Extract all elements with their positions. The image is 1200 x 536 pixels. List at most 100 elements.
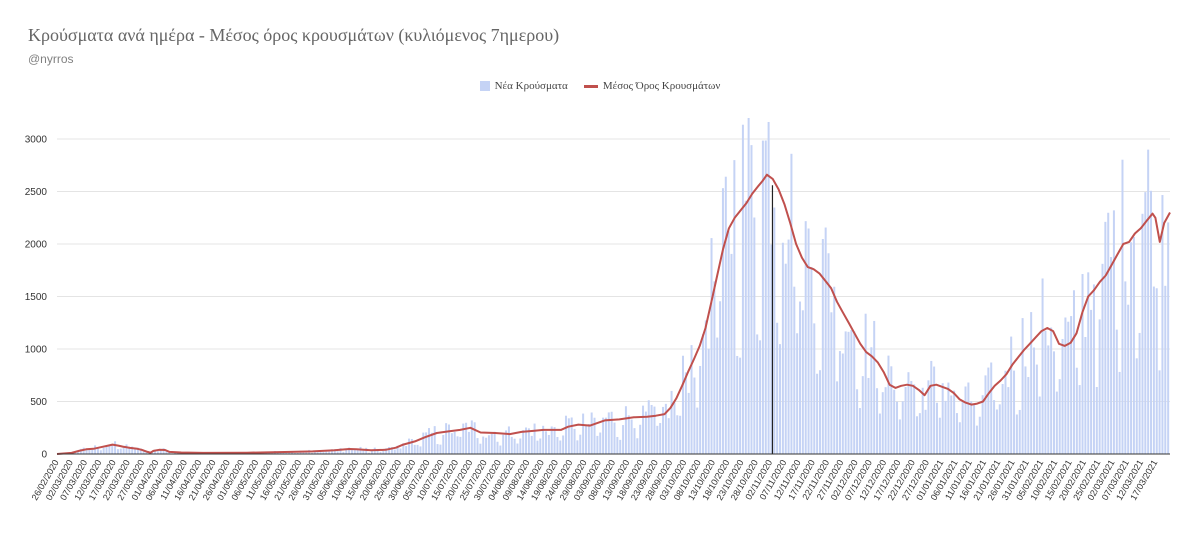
daily-cases-bar: [870, 347, 873, 454]
daily-cases-bar: [1124, 281, 1127, 454]
y-tick-label: 1000: [25, 345, 48, 356]
daily-cases-bar: [721, 188, 724, 454]
daily-cases-bar: [296, 452, 299, 454]
daily-cases-bar: [984, 375, 987, 454]
daily-cases-bar: [379, 451, 382, 454]
daily-cases-bar: [810, 266, 813, 454]
legend-label-new-cases: Νέα Κρούσματα: [494, 80, 568, 92]
daily-cases-bar: [1075, 367, 1078, 454]
daily-cases-bar: [94, 445, 97, 454]
daily-cases-bar: [921, 387, 924, 454]
daily-cases-bar: [419, 446, 422, 454]
legend-item-new-cases: Νέα Κρούσματα: [479, 80, 568, 92]
daily-cases-bars: [57, 118, 1170, 455]
daily-cases-bar: [935, 402, 938, 454]
daily-cases-bar: [313, 451, 316, 454]
daily-cases-bar: [510, 436, 513, 454]
daily-cases-bar: [430, 432, 433, 454]
daily-cases-bar: [1152, 286, 1155, 454]
daily-cases-bar: [901, 401, 904, 454]
y-axis-ticks: 0 500 1000 1500 2000 2500 3000: [25, 135, 48, 461]
daily-cases-bar: [413, 444, 416, 454]
daily-cases-bar: [362, 449, 365, 454]
daily-cases-bar: [696, 407, 699, 454]
daily-cases-bar: [927, 380, 930, 454]
daily-cases-bar: [1090, 309, 1093, 454]
daily-cases-bar: [345, 449, 348, 454]
daily-cases-bar: [759, 340, 762, 454]
daily-cases-bar: [673, 402, 676, 454]
daily-cases-bar: [513, 438, 516, 454]
daily-cases-bar: [396, 445, 399, 454]
daily-cases-bar: [973, 404, 976, 454]
daily-cases-bar: [821, 239, 824, 454]
daily-cases-bar: [1110, 257, 1113, 454]
daily-cases-bar: [867, 377, 870, 454]
daily-cases-bar: [88, 449, 91, 454]
daily-cases-bar: [479, 443, 482, 454]
daily-cases-bar: [1058, 379, 1061, 454]
daily-cases-bar: [1167, 222, 1170, 454]
daily-cases-bar: [1035, 364, 1038, 454]
daily-cases-bar: [545, 431, 548, 454]
daily-cases-bar: [1092, 284, 1095, 454]
daily-cases-bar: [916, 416, 919, 454]
daily-cases-bar: [841, 353, 844, 454]
daily-cases-bar: [741, 124, 744, 454]
daily-cases-bar: [1061, 338, 1064, 454]
daily-cases-bar: [473, 422, 476, 454]
daily-cases-bar: [884, 387, 887, 454]
daily-cases-bar: [896, 401, 899, 454]
daily-cases-bar: [336, 451, 339, 454]
daily-cases-bar: [462, 423, 465, 454]
daily-cases-bar: [941, 383, 944, 454]
daily-cases-bar: [1138, 332, 1141, 454]
daily-cases-bar: [904, 387, 907, 454]
daily-cases-bar: [833, 286, 836, 454]
daily-cases-bar: [105, 446, 108, 454]
daily-cases-bar: [1098, 319, 1101, 454]
daily-cases-bar: [1004, 370, 1007, 454]
daily-cases-bar: [408, 438, 411, 454]
daily-cases-bar: [662, 406, 665, 454]
daily-cases-bar: [282, 452, 285, 454]
daily-cases-bar: [1038, 396, 1041, 454]
daily-cases-bar: [459, 436, 462, 454]
daily-cases-bar: [542, 425, 545, 454]
daily-cases-bar: [784, 263, 787, 454]
daily-cases-bar: [262, 452, 265, 454]
daily-cases-bar: [961, 401, 964, 454]
daily-cases-bar: [316, 452, 319, 454]
daily-cases-bar: [159, 450, 162, 454]
daily-cases-bar: [838, 351, 841, 454]
daily-cases-bar: [527, 428, 530, 454]
daily-cases-bar: [858, 408, 861, 454]
daily-cases-bar: [930, 360, 933, 454]
daily-cases-bar: [659, 423, 662, 454]
daily-cases-bar: [550, 426, 553, 454]
daily-cases-bar: [824, 227, 827, 454]
daily-cases-bar: [310, 452, 313, 454]
daily-cases-bar: [630, 419, 633, 454]
daily-cases-bar: [847, 331, 850, 454]
daily-cases-bar: [1078, 385, 1081, 454]
daily-cases-bar: [613, 422, 616, 454]
daily-cases-bar: [402, 443, 405, 454]
daily-cases-bar: [1121, 159, 1124, 454]
daily-cases-bar: [305, 452, 308, 454]
average-cases-line: [56, 173, 1171, 455]
daily-cases-bar: [428, 428, 430, 454]
daily-cases-bar: [562, 435, 565, 454]
daily-cases-bar: [876, 388, 879, 454]
daily-cases-bar: [739, 357, 742, 454]
daily-cases-bar: [793, 286, 796, 454]
y-tick-label: 500: [30, 397, 47, 408]
daily-cases-bar: [1033, 347, 1036, 454]
daily-cases-bar: [499, 445, 502, 454]
daily-cases-bar: [154, 449, 157, 454]
daily-cases-bar: [119, 448, 122, 454]
daily-cases-bar: [333, 449, 336, 454]
daily-cases-bar: [607, 412, 610, 454]
daily-cases-bar: [587, 424, 590, 454]
daily-cases-bar: [496, 441, 499, 454]
